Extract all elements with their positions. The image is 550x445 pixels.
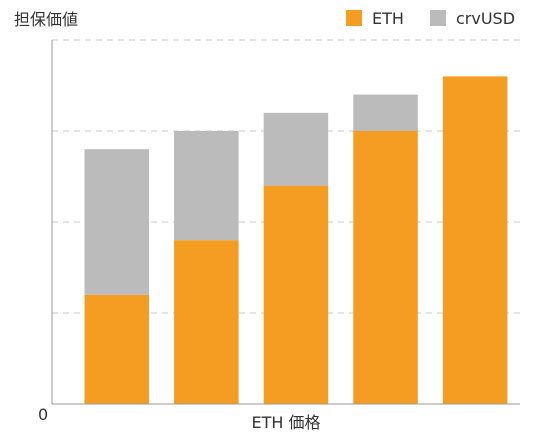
bar-eth-2	[174, 240, 239, 404]
y-axis-label: 担保価値	[14, 10, 78, 29]
bar-eth-4	[353, 131, 418, 404]
legend-swatch-crvusd	[430, 10, 446, 26]
legend-swatch-eth	[346, 10, 362, 26]
legend: ETH crvUSD	[346, 9, 515, 28]
y-tick-label-zero: 0	[38, 405, 48, 424]
x-axis-label: ETH 価格	[251, 413, 320, 432]
bar-eth-5	[442, 76, 508, 405]
bar-crvusd-1	[84, 149, 149, 295]
legend-label-eth: ETH	[372, 9, 404, 28]
bar-crvusd-3	[263, 112, 329, 186]
legend-label-crvusd: crvUSD	[456, 9, 515, 28]
bar-eth-1	[84, 294, 149, 404]
bar-eth-3	[263, 185, 329, 404]
bar-crvusd-2	[174, 131, 239, 241]
bar-crvusd-4	[353, 94, 418, 131]
bars	[84, 76, 508, 405]
